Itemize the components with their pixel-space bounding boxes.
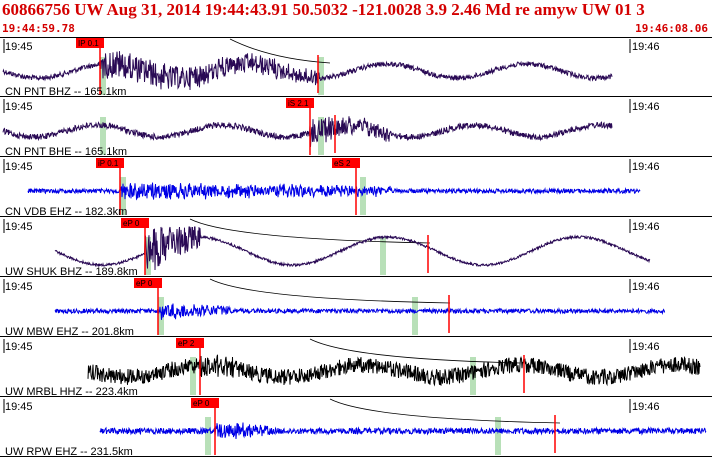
- phase-pick-label: eP 0: [193, 399, 210, 408]
- waveform-trace[interactable]: [27, 182, 641, 201]
- phase-pick-label: eP 0: [123, 219, 140, 228]
- waveform-trace[interactable]: [54, 303, 666, 320]
- trace-panel[interactable]: iP 0.1 eS 2 19:45 19:46 CN VDB EHZ -- 182.3k…: [0, 158, 712, 218]
- time-tick-right: 19:46: [632, 161, 660, 173]
- time-tick-left: 19:45: [5, 221, 33, 233]
- analysis-window-marker: [380, 237, 386, 275]
- phase-pick-label: IP 0.1: [78, 39, 99, 48]
- time-tick-left: 19:45: [5, 41, 33, 53]
- waveform-trace[interactable]: [2, 116, 613, 148]
- waveform-trace[interactable]: [54, 226, 651, 271]
- station-label: CN VDB EHZ -- 182.3km: [5, 206, 127, 218]
- station-label: UW MRBL HHZ -- 223.4km: [5, 386, 138, 398]
- analysis-window-marker: [120, 177, 126, 215]
- analysis-window-marker: [100, 117, 106, 155]
- station-label: UW RPW EHZ -- 231.5km: [5, 446, 133, 458]
- time-tick-right: 19:46: [632, 341, 660, 353]
- analysis-window-marker: [495, 417, 501, 455]
- waveform-trace[interactable]: [99, 422, 707, 440]
- trace-panel[interactable]: eP 0 19:45 19:46 UW SHUK BHZ -- 189.8km: [0, 218, 712, 278]
- time-tick-left: 19:45: [5, 401, 33, 413]
- time-tick-left: 19:45: [5, 161, 33, 173]
- phase-pick-box[interactable]: [332, 158, 360, 168]
- waveform-trace[interactable]: [87, 354, 701, 387]
- analysis-window-marker: [190, 357, 196, 395]
- travel-time-curve: [329, 398, 561, 424]
- travel-time-curve: [309, 338, 521, 364]
- phase-pick-box[interactable]: [176, 338, 204, 348]
- waveform-trace[interactable]: [2, 51, 613, 91]
- phase-pick-label: iP 0.1: [98, 159, 119, 168]
- time-tick-right: 19:46: [632, 221, 660, 233]
- time-tick-left: 19:45: [5, 281, 33, 293]
- phase-pick-box[interactable]: [76, 38, 104, 48]
- analysis-window-marker: [205, 417, 211, 455]
- phase-pick-box[interactable]: [134, 278, 162, 288]
- station-label: UW SHUK BHZ -- 189.8km: [5, 266, 138, 278]
- analysis-window-marker: [318, 57, 324, 95]
- phase-pick-label: eP 2: [178, 339, 195, 348]
- trace-panel[interactable]: eP 2 19:45 19:46 UW MRBL HHZ -- 223.4km: [0, 338, 712, 398]
- trace-panel[interactable]: iS 2.1 19:45 19:46 CN PNT BHE -- 165.1km: [0, 98, 712, 158]
- station-label: CN PNT BHE -- 165.1km: [5, 146, 127, 158]
- phase-pick-label: iS 2.1: [288, 99, 309, 108]
- station-label: CN PNT BHZ -- 165.1km: [5, 86, 126, 98]
- station-label: UW MBW EHZ -- 201.8km: [5, 326, 134, 338]
- trace-panel[interactable]: eP 0 19:45 19:46 UW MBW EHZ -- 201.8km: [0, 278, 712, 338]
- time-tick-right: 19:46: [632, 101, 660, 113]
- analysis-window-marker: [412, 297, 418, 335]
- phase-pick-label: eS 2: [334, 159, 351, 168]
- phase-pick-box[interactable]: [286, 98, 314, 108]
- phase-pick-box[interactable]: [191, 398, 219, 408]
- travel-time-curve: [209, 278, 451, 304]
- time-tick-right: 19:46: [632, 281, 660, 293]
- phase-pick-label: eP 0: [136, 279, 153, 288]
- event-header-title: 60866756 UW Aug 31, 2014 19:44:43.91 50.…: [2, 0, 645, 19]
- time-tick-left: 19:45: [5, 341, 33, 353]
- time-tick-right: 19:46: [632, 401, 660, 413]
- time-tick-left: 19:45: [5, 101, 33, 113]
- phase-pick-box[interactable]: [96, 158, 124, 168]
- travel-time-curve: [189, 218, 431, 244]
- window-end-time: 19:46:08.06: [635, 22, 708, 35]
- window-start-time: 19:44:59.78: [2, 22, 75, 35]
- trace-panel[interactable]: eP 0 19:45 19:46 UW RPW EHZ -- 231.5km: [0, 398, 712, 458]
- trace-panel[interactable]: IP 0.1 19:45 19:46 CN PNT BHZ -- 165.1km: [0, 38, 712, 98]
- phase-pick-box[interactable]: [121, 218, 149, 228]
- time-tick-right: 19:46: [632, 41, 660, 53]
- analysis-window-marker: [360, 177, 366, 215]
